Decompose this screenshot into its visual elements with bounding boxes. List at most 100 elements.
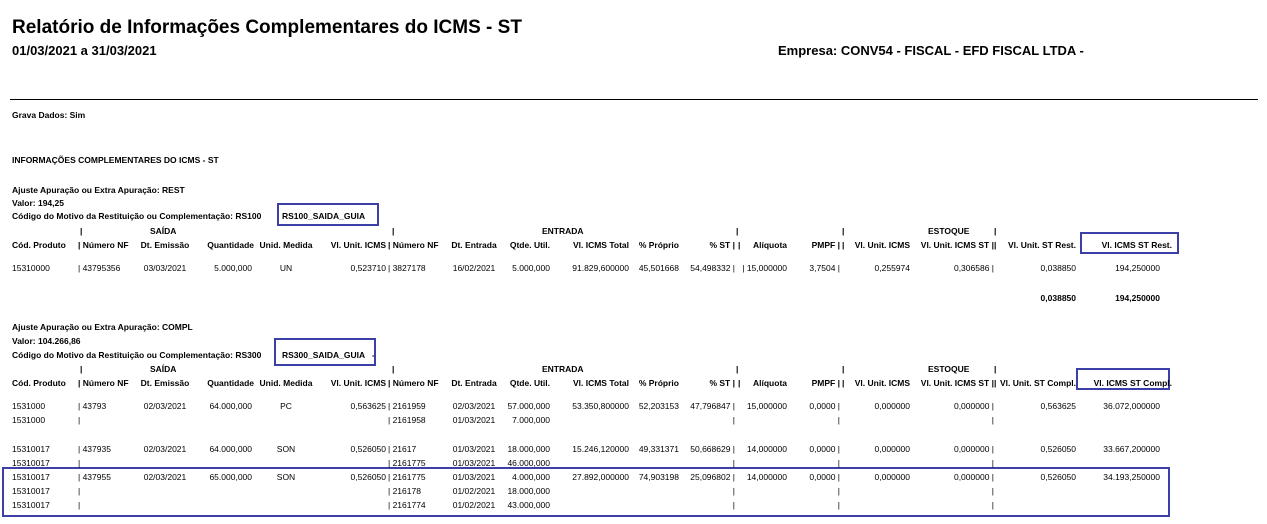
s1-row-cell-dt: 03/03/2021 [143,263,187,273]
s2-header-bar: | [738,378,741,388]
s2-row-2-cell-nf-ent: | 21617 [388,444,417,454]
s2-row-0-cell-icms-st: 36.072,000000 [1103,401,1160,411]
s1-header-col-unid-medida: Unid. Medida [259,240,313,250]
s2-header-bar: | [842,378,845,388]
section-title: INFORMAÇÕES COMPLEMENTARES DO ICMS - ST [12,155,219,165]
s1-header-bar: | [842,226,845,236]
s1-header-bar: | [994,226,997,236]
s2-header-bar: | [842,364,845,374]
s2-row-4-cell-dt-ent: 01/03/2021 [452,472,496,482]
s2-row-6-cell-st: | [732,500,735,510]
s2-row-2-cell-cod: 15310017 [12,444,50,454]
s2-row-3-cell-qtde-util: 46.000,000 [507,458,550,468]
s1-row-cell-nf-ent: | 3827178 [388,263,426,273]
s2-row-4-cell-un: SON [276,472,296,482]
s2-row-0-cell-pmpf: 0,0000 | [809,401,840,411]
s1-row-cell-qtde-util: 5.000,000 [512,263,550,273]
s2-header-col-qtde-util: Qtde. Util. [509,378,550,388]
s1-header-col-quantidade: Quantidade [207,240,254,250]
s1-header-col-vl-unit-st-rest: Vl. Unit. ST Rest. [1007,240,1076,250]
s2-header-col-pmpf: PMPF | [811,378,840,388]
s2-row-2-cell-icms-st: 33.667,200000 [1103,444,1160,454]
s2-row-0-cell-aliq: 15,000000 [746,401,787,411]
s2-row-4-cell-vl-total: 27.892,000000 [572,472,629,482]
s1-header-estoque-group: ESTOQUE [928,226,970,236]
s2-row-6-cell-dt-ent: 01/02/2021 [452,500,496,510]
s2-row-2-cell-qtde-util: 18.000,000 [507,444,550,454]
s2-row-1-cell-est-unit-st: | [991,415,994,425]
s1-header-col-dt-emissao: Dt. Emissão [140,240,190,250]
s2-header-col-vl-icms-st-compl: Vl. ICMS ST Compl. [1093,378,1172,388]
s2-row-5-cell-qtde-util: 18.000,000 [507,486,550,496]
s2-row-5-cell-pmpf: | [837,486,840,496]
s2-header-col-pct-st: % ST | [709,378,735,388]
s1-total-col-highlight [1080,232,1179,254]
s1-header-bar: | [842,240,845,250]
s2-row-2-cell-aliq: 14,000000 [746,444,787,454]
s2-row-4-cell-cod: 15310017 [12,472,50,482]
s1-codigo-tag: RS100_SAIDA_GUIA [282,211,366,221]
s2-row-2-cell-qtd: 64.000,000 [209,444,252,454]
s2-row-4-cell-proprio: 74,903198 [638,472,679,482]
s2-header-col-pct-proprio: % Próprio [638,378,679,388]
s2-row-6-cell-qtde-util: 43.000,000 [507,500,550,510]
s1-row-cell-aliq: | 15,000000 [742,263,787,273]
s2-header-bar: | [392,364,395,374]
s2-row-0-cell-st: 47,796847 | [690,401,735,411]
s1-row-cell-proprio: 45,501668 [638,263,679,273]
s2-row-4-cell-vl-unit: 0,526050 [350,472,386,482]
s1-total-icms: 194,250000 [1115,293,1160,303]
s1-row-cell-un: UN [279,263,293,273]
s2-ajuste: Ajuste Apuração ou Extra Apuração: COMPL [12,322,193,332]
s1-header-col-numero-nf-entrada: | Número NF [388,240,439,250]
s1-header-col-dt-entrada: Dt. Entrada [451,240,497,250]
s2-row-0-cell-cod: 1531000 [12,401,46,411]
s2-row-3-cell-nf-ent: | 2161775 [388,458,426,468]
s1-header-col-aliquota: Alíquota [753,240,787,250]
report-title: Relatório de Informações Complementares … [12,17,522,38]
s2-row-0-cell-est-unit-st: 0,000000 | [953,401,994,411]
s2-row-2-cell-vl-total: 15.246,120000 [572,444,629,454]
s1-total-unit: 0,038850 [1040,293,1076,303]
s2-header-col-vl-icms-total: Vl. ICMS Total [572,378,629,388]
s2-row-4-cell-nf: | 437955 [78,472,111,482]
s2-codigo-tag: RS300_SAIDA_GUIA [282,350,366,360]
s2-row-6-cell-est-unit-st: | [991,500,994,510]
s2-row-1-cell-dt-ent: 01/03/2021 [452,415,496,425]
s2-row-0-cell-est-unit: 0,000000 [874,401,910,411]
s2-row-0-cell-dt-ent: 02/03/2021 [452,401,496,411]
s2-row-0-cell-nf: | 43793 [78,401,107,411]
s1-codigo-label: Código do Motivo da Restituição ou Compl… [12,211,262,221]
s1-row-cell-nf: | 43795356 [78,263,121,273]
s1-row-cell-est-unit: 0,255974 [874,263,910,273]
s1-row-cell-pmpf: 3,7504 | [809,263,840,273]
header-divider [10,99,1258,100]
s1-header-entrada-group: ENTRADA [542,226,584,236]
s2-row-2-cell-proprio: 49,331371 [638,444,679,454]
s2-row-2-cell-est-unit: 0,000000 [874,444,910,454]
s2-row-5-cell-st: | [732,486,735,496]
s1-ajuste: Ajuste Apuração ou Extra Apuração: REST [12,185,185,195]
s2-header-estoque-group: ESTOQUE [928,364,970,374]
s2-row-2-cell-un: SON [276,444,296,454]
s1-row-cell-cod: 15310000 [12,263,50,273]
s1-row-cell-vl-unit: 0,523710 [350,263,386,273]
s2-row-2-cell-pmpf: 0,0000 | [809,444,840,454]
s2-row-4-cell-dt: 02/03/2021 [143,472,187,482]
s2-row-4-cell-est-unit-st: 0,000000 | [953,472,994,482]
s2-row-4-cell-nf-ent: | 2161775 [388,472,426,482]
s2-row-0-cell-dt: 02/03/2021 [143,401,187,411]
s2-row-0-cell-vl-total: 53.350,800000 [572,401,629,411]
s1-codigo: Código do Motivo da Restituição ou Compl… [12,211,261,221]
s2-row-4-cell-unit-st: 0,526050 [1040,472,1076,482]
s2-header-bar: | [736,364,739,374]
s2-row-0-cell-nf-ent: | 2161959 [388,401,426,411]
s1-header-col-pct-st: % ST | [709,240,735,250]
s2-row-3-cell-est-unit-st: | [991,458,994,468]
s2-row-4-cell-icms-st: 34.193,250000 [1103,472,1160,482]
s2-row-2-cell-dt: 02/03/2021 [143,444,187,454]
s1-header-bar: | [736,226,739,236]
s2-row-4-cell-st: 25,096802 | [690,472,735,482]
s1-header-bar: | [738,240,741,250]
s1-header-col-cod-produto: Cód. Produto [12,240,66,250]
